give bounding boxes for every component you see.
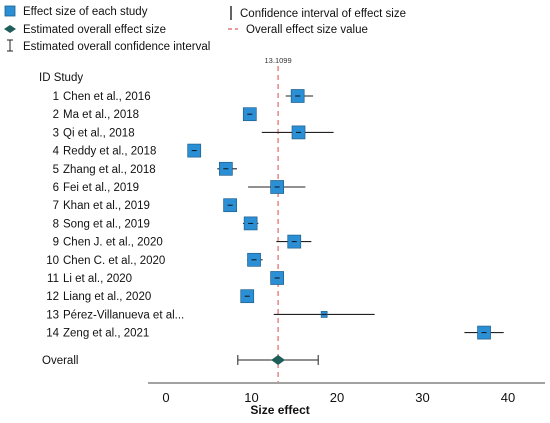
legend-diamond-icon: [4, 25, 16, 33]
study-id-6: 6: [53, 182, 59, 194]
x-tick-label-10: 10: [244, 390, 258, 405]
study-id-12: 12: [46, 291, 59, 303]
study-id-8: 8: [53, 218, 59, 230]
study-id-7: 7: [53, 200, 59, 212]
study-id-1: 1: [53, 91, 59, 103]
study-name-13: Pérez-Villanueva et al...: [63, 309, 184, 321]
study-name-4: Reddy et al., 2018: [63, 146, 156, 158]
study-id-3: 3: [53, 127, 59, 139]
x-axis-ticks: 0 10 20 30 40: [162, 390, 515, 405]
study-name-2: Ma et al., 2018: [63, 109, 139, 121]
study-name-12: Liang et al., 2020: [63, 291, 151, 303]
study-marks: [187, 89, 504, 340]
legend-study-marker-icon: [4, 5, 16, 17]
study-id-5: 5: [53, 164, 59, 176]
study-id-9: 9: [53, 237, 59, 249]
x-axis-label: Size effect: [250, 403, 309, 417]
overall-label: Overall: [42, 355, 78, 367]
overall-value-annotation: 13.1099: [265, 56, 292, 65]
legend-overall-effect-label: Estimated overall effect size: [23, 24, 166, 36]
study-name-3: Qi et al., 2018: [63, 127, 135, 139]
study-name-5: Zhang et al., 2018: [63, 164, 156, 176]
study-id-10: 10: [46, 255, 59, 267]
legend-overall-ci-label: Estimated overall confidence interval: [23, 41, 210, 53]
legend: Effect size of each study Estimated over…: [4, 5, 406, 53]
legend-overall-value-label: Overall effect size value: [246, 24, 368, 36]
study-id-13: 13: [46, 309, 59, 321]
study-name-10: Chen C. et al., 2020: [63, 255, 165, 267]
study-name-14: Zeng et al., 2021: [63, 328, 149, 340]
study-id-4: 4: [53, 146, 60, 158]
study-name-7: Khan et al., 2019: [63, 200, 150, 212]
column-header: ID Study: [39, 72, 83, 84]
legend-study-effect-label: Effect size of each study: [23, 6, 148, 18]
study-id-2: 2: [53, 109, 59, 121]
study-id-14: 14: [46, 328, 59, 340]
legend-ci-label: Confidence interval of effect size: [240, 8, 406, 20]
legend-overall-ci-icon: [7, 39, 13, 52]
study-name-1: Chen et al., 2016: [63, 91, 151, 103]
study-name-8: Song et al., 2019: [63, 218, 150, 230]
study-name-11: Li et al., 2020: [63, 273, 132, 285]
overall-diamond: [271, 355, 286, 365]
study-name-6: Fei et al., 2019: [63, 182, 139, 194]
study-labels: 1 Chen et al., 2016 2 Ma et al., 2018 3 Qi et…: [46, 91, 184, 340]
x-tick-label-30: 30: [415, 390, 429, 405]
x-tick-label-40: 40: [501, 390, 515, 405]
study-name-9: Chen J. et al., 2020: [63, 237, 163, 249]
study-id-11: 11: [47, 273, 59, 285]
x-tick-label-0: 0: [162, 390, 169, 405]
x-tick-label-20: 20: [330, 390, 344, 405]
